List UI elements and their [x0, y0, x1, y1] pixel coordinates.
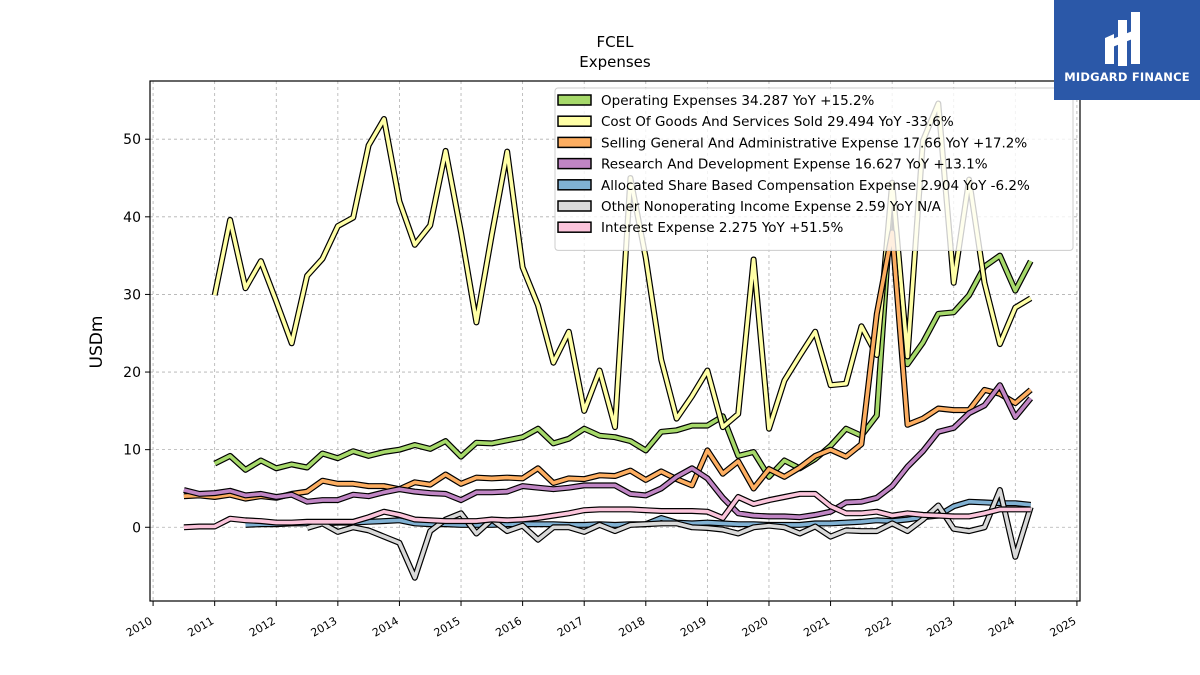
x-tick-label: 2018 [617, 614, 648, 639]
x-tick-label: 2013 [309, 614, 340, 639]
legend-label: Selling General And Administrative Expen… [601, 135, 1027, 151]
x-tick-label: 2015 [432, 614, 463, 639]
x-tick-label: 2022 [863, 614, 894, 639]
legend-swatch [557, 136, 592, 149]
chart-title: FCEL [597, 33, 635, 51]
x-tick-label: 2016 [493, 614, 524, 639]
x-tick-label: 2010 [124, 614, 155, 639]
legend-label: Interest Expense 2.275 YoY +51.5% [601, 220, 843, 236]
x-tick-label: 2017 [555, 614, 586, 639]
legend-swatch [557, 221, 592, 233]
legend-label: Other Nonoperating Income Expense 2.59 Y… [601, 199, 942, 215]
midgard-logo-mark-icon [1105, 12, 1140, 66]
chart-subtitle: Expenses [579, 53, 651, 71]
legend-label: Allocated Share Based Compensation Expen… [601, 178, 1030, 194]
legend-label: Research And Development Expense 16.627 … [601, 157, 988, 173]
legend-swatch [557, 157, 592, 170]
legend-label: Operating Expenses 34.287 YoY +15.2% [601, 93, 875, 109]
y-tick-label: 30 [123, 287, 141, 303]
y-tick-label: 50 [123, 132, 141, 148]
y-tick-label: 10 [123, 443, 141, 459]
x-tick-label: 2025 [1048, 614, 1079, 639]
x-tick-label: 2019 [678, 614, 709, 639]
legend-box [554, 87, 1074, 251]
brand-name: MIDGARD FINANCE [1064, 70, 1190, 84]
y-axis-label: USDm [87, 316, 107, 369]
series-line-outline [306, 487, 1034, 581]
y-tick-label: 0 [132, 520, 141, 536]
plot-frame [149, 80, 1081, 602]
series-line [306, 488, 1033, 580]
x-tick-label: 2024 [986, 614, 1017, 639]
legend-swatch [557, 115, 592, 127]
x-tick-label: 2014 [370, 614, 401, 639]
series-line [183, 383, 1033, 520]
midgard-finance-logo: MIDGARD FINANCE [1054, 0, 1200, 100]
legend-swatch [557, 179, 592, 191]
x-tick-label: 2023 [924, 614, 955, 639]
series-line [183, 492, 1031, 530]
legend: Operating Expenses 34.287 YoY +15.2% Cost… [554, 87, 1074, 251]
legend-swatch [557, 200, 592, 212]
legend-swatch [557, 94, 592, 106]
x-tick-label: 2012 [247, 614, 278, 639]
y-tick-label: 20 [123, 365, 141, 381]
x-tick-label: 2011 [185, 614, 216, 639]
x-tick-label: 2021 [801, 614, 832, 639]
y-tick-label: 40 [123, 210, 141, 226]
legend-label: Cost Of Goods And Services Sold 29.494 Y… [601, 114, 954, 130]
x-tick-label: 2020 [740, 614, 771, 639]
